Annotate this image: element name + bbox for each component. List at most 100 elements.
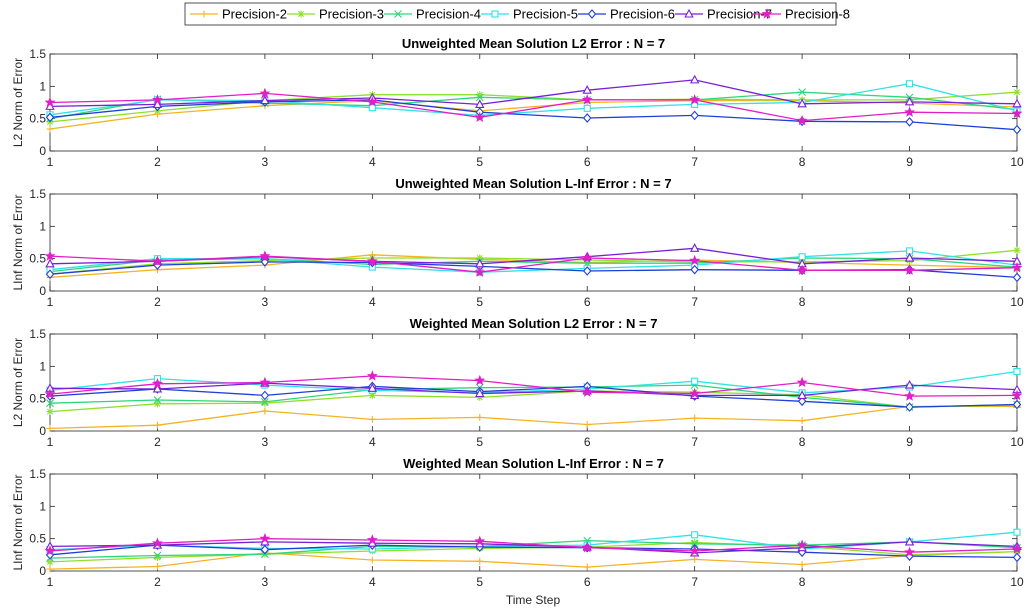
legend-marker xyxy=(297,10,305,18)
y-axis-label: L2 Norm of Error xyxy=(11,58,25,147)
legend-item-precision-7: Precision-7 xyxy=(675,7,772,22)
data-point xyxy=(582,266,592,276)
data-point xyxy=(153,396,162,404)
x-tick-label: 7 xyxy=(691,435,698,449)
data-point xyxy=(260,95,270,105)
data-point xyxy=(904,390,915,401)
data-point xyxy=(904,264,916,275)
y-axis-label: L2 Norm of Error xyxy=(11,338,25,427)
data-point xyxy=(153,421,161,429)
x-tick-label: 1 xyxy=(47,575,54,589)
x-tick-label: 1 xyxy=(47,295,54,309)
subplot-title: Unweighted Mean Solution L2 Error : N = … xyxy=(402,36,665,51)
data-point xyxy=(582,85,592,94)
subplot-2: Unweighted Mean Solution L-Inf Error : N… xyxy=(11,176,1024,309)
x-tick-label: 9 xyxy=(906,435,913,449)
data-point xyxy=(689,74,700,84)
legend-marker xyxy=(587,9,597,19)
series-precision-8 xyxy=(44,250,1023,277)
legend-label: Precision-4 xyxy=(416,7,481,22)
x-tick-label: 1 xyxy=(47,155,54,169)
data-point xyxy=(368,556,376,564)
data-point xyxy=(583,421,591,429)
series-line xyxy=(49,539,1018,559)
legend-label: Precision-6 xyxy=(610,7,675,22)
data-point xyxy=(46,565,54,573)
x-tick-label: 1 xyxy=(47,435,54,449)
data-point xyxy=(46,408,54,416)
x-tick-label: 4 xyxy=(369,435,376,449)
data-point xyxy=(46,399,54,408)
data-point xyxy=(904,96,915,106)
data-point xyxy=(691,531,699,539)
data-point xyxy=(366,370,378,381)
data-point xyxy=(796,264,808,275)
series-line xyxy=(49,405,1017,430)
data-point xyxy=(582,113,592,123)
data-point xyxy=(476,557,484,565)
legend-marker xyxy=(684,8,694,18)
x-tick-label: 9 xyxy=(906,575,913,589)
series-line xyxy=(49,550,1018,570)
series-line xyxy=(49,99,1018,131)
legend-item-precision-8: Precision-8 xyxy=(753,7,850,22)
data-point xyxy=(366,534,378,545)
data-point xyxy=(475,99,485,108)
series-precision-7 xyxy=(45,74,1022,110)
x-tick-label: 5 xyxy=(476,575,483,589)
data-point xyxy=(1013,88,1021,96)
plot-area xyxy=(49,193,1018,292)
data-point xyxy=(796,376,808,388)
y-tick-label: 0 xyxy=(39,424,46,438)
legend-box xyxy=(184,2,837,26)
data-point xyxy=(798,88,806,97)
y-tick-label: 1 xyxy=(39,359,46,373)
data-point xyxy=(691,377,699,385)
x-tick-label: 3 xyxy=(262,435,269,449)
data-point xyxy=(1012,552,1022,563)
legend-item-precision-4: Precision-4 xyxy=(384,7,481,22)
data-point xyxy=(153,562,161,570)
legend-item-precision-3: Precision-3 xyxy=(287,7,384,22)
data-point xyxy=(796,539,808,550)
legend-item-precision-2: Precision-2 xyxy=(190,7,287,22)
data-point xyxy=(368,391,376,399)
series-line xyxy=(49,375,1018,397)
data-point xyxy=(1013,246,1021,254)
data-point xyxy=(689,243,700,252)
x-tick-label: 8 xyxy=(799,155,806,169)
series-line xyxy=(49,255,1018,273)
x-tick-label: 2 xyxy=(154,155,161,169)
y-axis-label: LInf Norm of Error xyxy=(11,474,25,570)
x-tick-label: 2 xyxy=(154,295,161,309)
data-point xyxy=(581,252,593,263)
y-tick-label: 1.5 xyxy=(29,467,46,481)
data-point xyxy=(1013,548,1021,556)
data-point xyxy=(583,563,591,571)
data-point xyxy=(46,558,54,566)
subplot-1: Unweighted Mean Solution L2 Error : N = … xyxy=(11,36,1024,169)
series-line xyxy=(49,390,1018,413)
legend-item-precision-6: Precision-6 xyxy=(578,7,675,22)
data-point xyxy=(581,386,593,397)
series-line xyxy=(49,83,1018,117)
x-tick-label: 3 xyxy=(262,295,269,309)
data-point xyxy=(904,536,915,546)
legend-marker xyxy=(394,10,402,18)
y-tick-label: 0 xyxy=(39,284,46,298)
data-point xyxy=(44,250,56,261)
x-tick-label: 6 xyxy=(584,155,591,169)
data-point xyxy=(1011,261,1023,273)
legend-marker xyxy=(200,10,208,18)
data-point xyxy=(796,114,808,126)
data-point xyxy=(476,413,484,421)
x-tick-label: 10 xyxy=(1010,435,1024,449)
data-point xyxy=(259,532,271,544)
data-point xyxy=(1013,367,1021,376)
legend-label: Precision-2 xyxy=(222,7,287,22)
data-point xyxy=(1013,528,1021,536)
data-point xyxy=(46,424,54,432)
y-tick-label: 1 xyxy=(39,79,46,93)
series-precision-8 xyxy=(44,370,1023,401)
